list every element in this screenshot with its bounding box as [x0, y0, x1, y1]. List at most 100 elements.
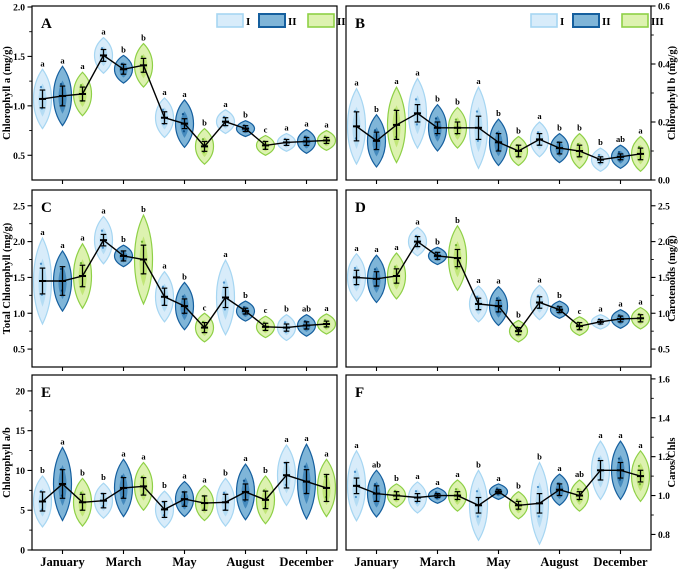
y-tick-label: 0.5	[13, 152, 25, 162]
data-dot	[454, 488, 458, 491]
sig-letter: a	[618, 430, 623, 440]
data-dot	[537, 515, 541, 518]
data-dot	[597, 153, 601, 157]
data-dot	[475, 110, 479, 113]
data-dot	[455, 267, 459, 270]
sig-letter: a	[537, 111, 542, 121]
y-tick-label: 2.0	[658, 238, 670, 248]
data-dot	[515, 498, 519, 501]
y-tick-label: 0.6	[658, 3, 670, 13]
panel-letter: D	[355, 200, 366, 216]
sig-letter: b	[435, 94, 440, 104]
sig-letter: a	[598, 430, 603, 440]
sig-letter: a	[496, 276, 501, 286]
data-dot	[617, 457, 621, 460]
legend-swatch-I	[530, 13, 558, 28]
sig-letter: b	[243, 290, 248, 300]
sig-letter: b	[435, 236, 440, 246]
legend-swatch-I	[216, 13, 244, 28]
sig-letter: a	[304, 433, 309, 443]
data-dot	[182, 130, 186, 133]
sig-letter: ab	[302, 304, 311, 314]
data-dot	[373, 268, 377, 271]
data-dot	[101, 246, 105, 249]
sig-letter: a	[354, 243, 359, 253]
sig-letter: a	[60, 436, 65, 446]
sig-letter: a	[618, 299, 623, 309]
sig-letter: a	[80, 61, 85, 71]
data-dot	[475, 295, 479, 298]
sig-letter: a	[101, 27, 106, 37]
sig-letter: c	[578, 306, 582, 316]
sig-letter: a	[223, 99, 228, 109]
sig-letter: b	[374, 104, 379, 114]
data-dot	[222, 491, 226, 494]
data-dot	[638, 483, 642, 486]
y-tick-label: 0.8	[658, 531, 670, 541]
x-tick-label: May	[486, 555, 511, 569]
data-dot	[454, 118, 458, 121]
sig-letter: a	[324, 448, 329, 458]
y-tick-label: 1.5	[13, 53, 25, 63]
sig-letter: a	[284, 123, 289, 133]
legend-swatch-III	[621, 13, 649, 28]
sig-letter: c	[264, 305, 268, 315]
y-axis-label: Caros/Chls	[667, 438, 678, 488]
sig-letter: a	[638, 297, 643, 307]
data-dot	[454, 244, 458, 247]
data-dot	[414, 490, 418, 493]
data-dot	[536, 485, 540, 489]
y-axis-label: Total Chlorophyll (mg/g)	[2, 222, 13, 334]
x-tick-label: May	[172, 555, 197, 569]
sig-letter: a	[324, 303, 329, 313]
data-dot	[59, 82, 63, 86]
sig-letter: a	[202, 475, 207, 485]
data-dot	[79, 261, 83, 265]
y-tick-label: 1.5	[658, 274, 670, 284]
data-dot	[393, 265, 397, 268]
data-dot	[222, 281, 226, 284]
sig-letter: b	[80, 467, 85, 477]
data-dot	[434, 117, 438, 120]
data-dot	[79, 491, 83, 494]
x-tick-label: March	[106, 555, 142, 569]
data-dot	[39, 262, 43, 265]
data-dot	[181, 295, 185, 298]
legend-label: I	[246, 16, 250, 28]
data-dot	[495, 297, 499, 300]
y-tick-label: 1.5	[13, 274, 25, 284]
panel-letter: E	[41, 385, 51, 401]
y-axis-label: Carotenoids (mg/g)	[667, 235, 678, 322]
legend-swatch-III	[307, 13, 335, 28]
sig-letter: a	[60, 55, 65, 65]
sig-letter: b	[496, 108, 501, 118]
sig-letter: a	[182, 89, 187, 99]
sig-letter: a	[60, 240, 65, 250]
sig-letter: a	[80, 233, 85, 243]
panel-letter: A	[41, 16, 52, 32]
y-tick-label: 1.6	[658, 375, 670, 385]
sig-letter: b	[577, 123, 582, 133]
data-dot	[617, 151, 621, 154]
sig-letter: b	[394, 473, 399, 483]
sig-letter: a	[394, 76, 399, 86]
y-tick-label: 1.4	[658, 414, 670, 424]
panel-F: 0.8 1.0 1.2 1.4 1.6 Caros/Chls January March May…	[345, 374, 678, 569]
sig-letter: a	[598, 304, 603, 314]
y-tick-label: 2.0	[13, 238, 25, 248]
sig-letter: a	[537, 274, 542, 284]
y-tick-label: 15	[16, 427, 26, 437]
data-dot	[181, 113, 185, 116]
x-tick-label: December	[279, 555, 334, 569]
data-dot	[303, 465, 307, 468]
violins	[32, 442, 336, 529]
data-dot	[415, 123, 419, 126]
sig-letter: a	[40, 58, 45, 68]
sig-letter: b	[516, 126, 521, 136]
sig-letter: b	[121, 44, 126, 54]
sig-letter: a	[638, 126, 643, 136]
sig-letter: a	[162, 87, 167, 97]
sig-letter: b	[121, 234, 126, 244]
